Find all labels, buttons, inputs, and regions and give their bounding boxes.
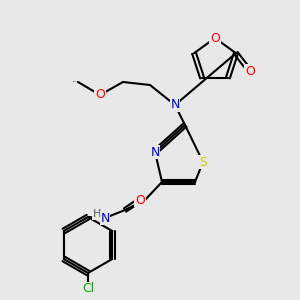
Text: O: O (210, 32, 220, 44)
Text: Cl: Cl (82, 283, 94, 296)
Text: methoxy: methoxy (73, 81, 79, 82)
Text: O: O (95, 88, 105, 101)
Text: N: N (170, 98, 180, 112)
Text: O: O (245, 65, 255, 78)
Text: N: N (150, 146, 160, 158)
Text: N: N (100, 212, 110, 224)
Text: H: H (93, 209, 101, 219)
Text: O: O (135, 194, 145, 206)
Text: S: S (199, 155, 207, 169)
